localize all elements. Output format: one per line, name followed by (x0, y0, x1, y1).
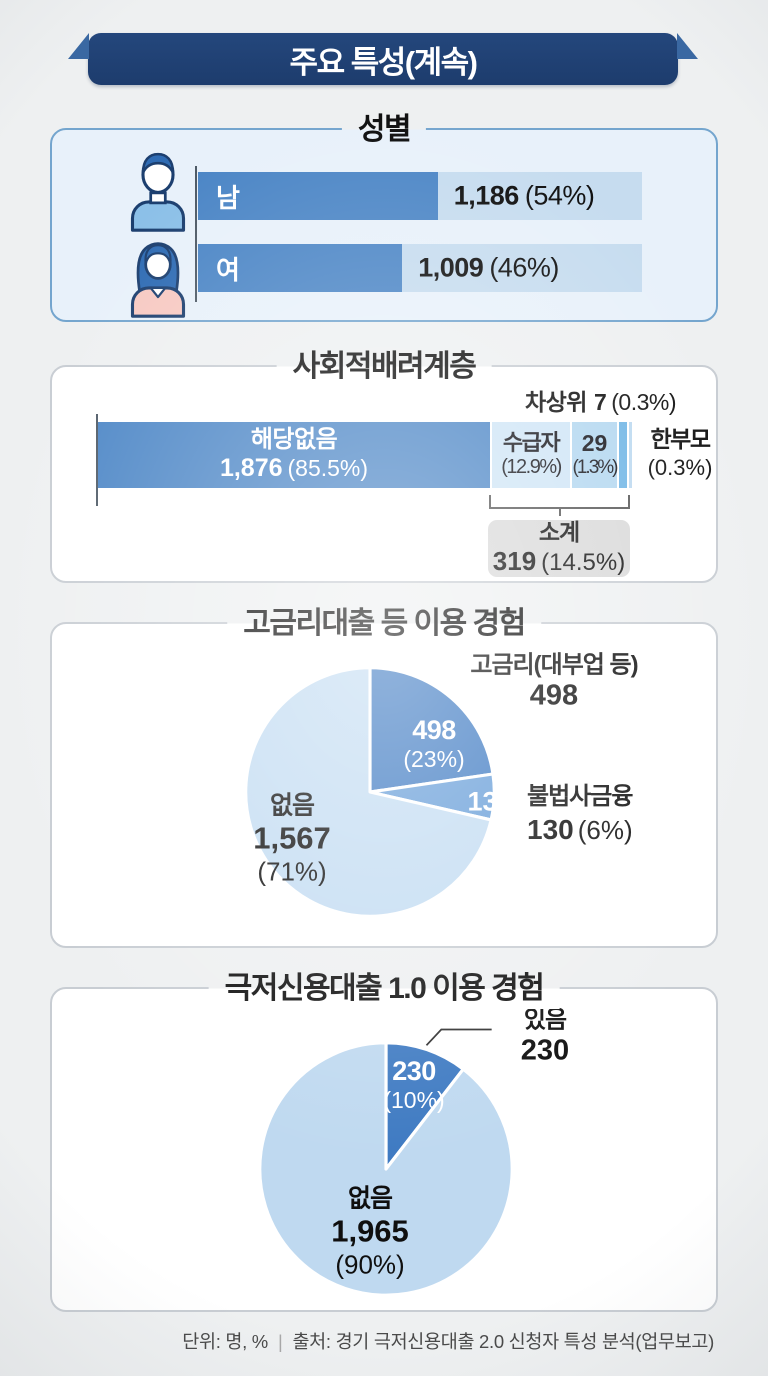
page-title: 주요 특성(계속) (289, 44, 478, 80)
high-interest-pie-chart (244, 666, 496, 918)
subtotal-bracket (489, 495, 630, 509)
social-consideration-section: 사회적배려계층 차상위 7 (0.3%) 해당없음 1,876 (85.5%) 수급자… (50, 346, 718, 583)
title-banner: 주요 특성(계속) (68, 33, 698, 85)
v1-section-title: 극저신용대출 1.0 이용 경험 (208, 968, 560, 1009)
male-bar: 남 1,186 (54%) (198, 172, 642, 220)
segment-chasangwi (619, 422, 627, 488)
pie1-illegal-finance-callout: 불법사금융 130 (6%) (527, 783, 633, 845)
v1-loan-section: 극저신용대출 1.0 이용 경험 230 (10%) 있음 230 없음 1,9… (50, 968, 718, 1312)
footer-unit: 단위: 명, % (182, 1331, 268, 1352)
chasangwi-callout: 차상위 7 (0.3%) (524, 389, 677, 415)
social-section-title: 사회적배려계층 (276, 346, 492, 387)
pie1-highinterest-callout: 고금리(대부업 등) 498 (470, 651, 638, 712)
gender-section-title: 성별 (341, 109, 427, 150)
hanbumo-callout: 한부모 (0.3%) (647, 426, 713, 480)
ribbon-fold-right (677, 33, 698, 59)
pie2-slice-230-label: 230 (10%) (383, 1056, 445, 1114)
high-interest-section-title: 고금리대출 등 이용 경험 (227, 603, 541, 644)
female-bar: 여 1,009 (46%) (198, 244, 642, 292)
ribbon-fold-left (68, 33, 89, 59)
pie1-slice-498-label: 498 (23%) (403, 715, 465, 773)
male-bar-label: 남 (216, 182, 240, 213)
pie1-slice-130-label: 130 (467, 786, 513, 817)
male-person-icon (126, 150, 190, 232)
male-bar-value: 1,186 (54%) (453, 180, 595, 211)
high-interest-loan-section: 고금리대출 등 이용 경험 498 (23%) 130 없음 1,567 (71… (50, 603, 718, 948)
footer-separator: | (277, 1331, 283, 1352)
segment-none-applicable: 해당없음 1,876 (85.5%) (98, 422, 490, 488)
female-bar-label: 여 (216, 254, 240, 285)
v1-loan-pie-chart (258, 1041, 514, 1297)
gender-axis-line (195, 166, 197, 302)
social-stacked-bar: 해당없음 1,876 (85.5%) 수급자 (12.9%) 29 (1.3%) (98, 422, 632, 488)
male-bar-fill: 남 (198, 172, 438, 220)
female-bar-fill: 여 (198, 244, 403, 292)
segment-29: 29 (1.3%) (572, 422, 618, 488)
footer-source: 출처: 경기 극저신용대출 2.0 신청자 특성 분석(업무보고) (292, 1331, 714, 1352)
female-person-icon (126, 236, 190, 318)
footer-note: 단위: 명, % | 출처: 경기 극저신용대출 2.0 신청자 특성 분석(업무보… (0, 1328, 714, 1354)
pie2-yes-callout: 있음 230 (520, 1006, 570, 1067)
pie2-none-label: 없음 1,965 (90%) (331, 1184, 409, 1280)
gender-section: 성별 남 1,186 (54%) 여 1,009 (46%) (50, 109, 718, 322)
female-bar-value: 1,009 (46%) (418, 252, 559, 283)
pie1-none-label: 없음 1,567 (71%) (253, 791, 331, 887)
subtotal-badge: 소계 319 (14.5%) (488, 519, 630, 577)
segment-hanbumo (629, 422, 632, 488)
segment-recipient: 수급자 (12.9%) (492, 422, 570, 488)
social-axis-line (96, 414, 98, 506)
